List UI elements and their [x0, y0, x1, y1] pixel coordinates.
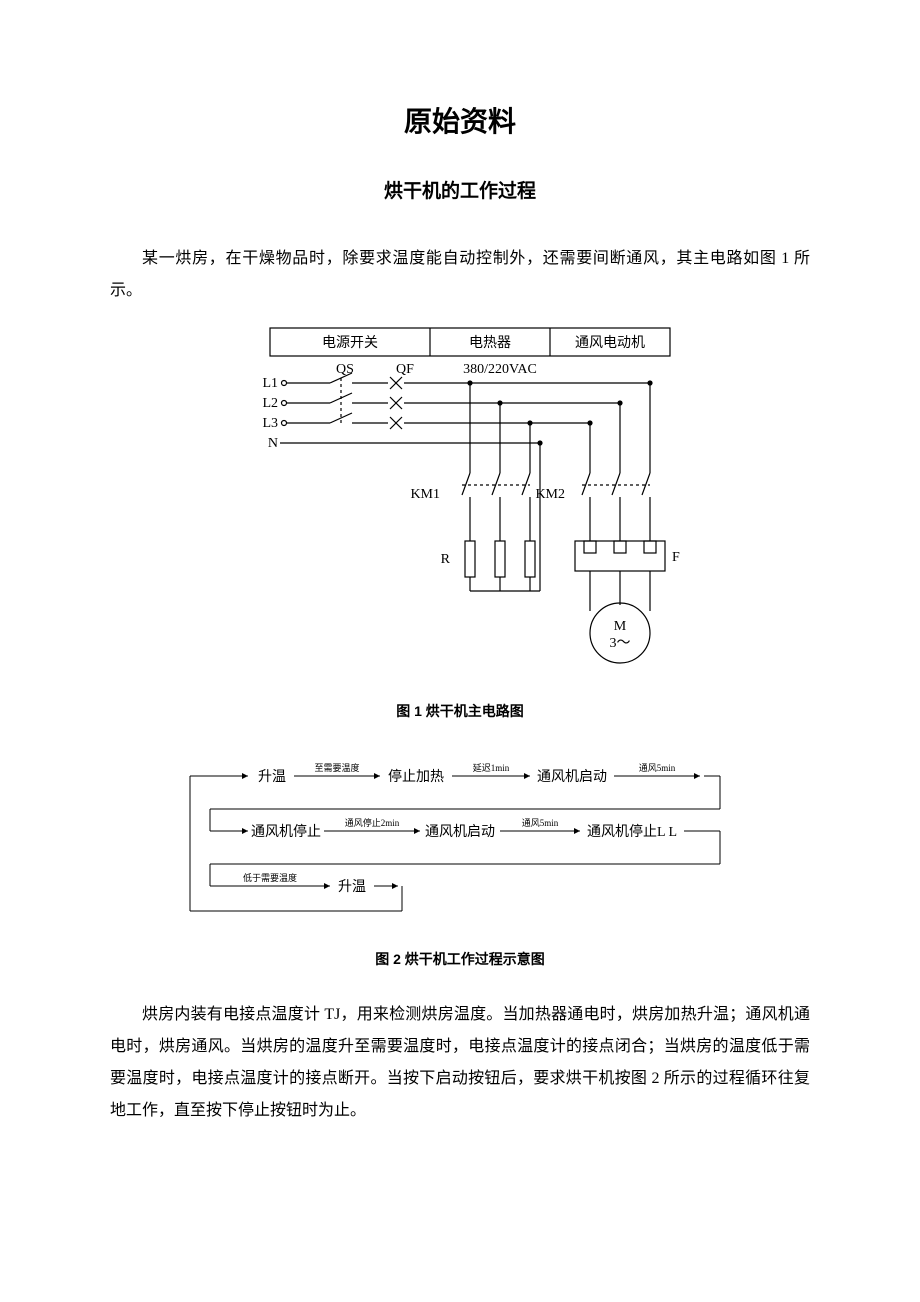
r2e2: 通风5min [522, 818, 559, 828]
lbl-voltage: 380/220VAC [463, 362, 537, 377]
r2n2: 通风机启动 [425, 824, 495, 840]
r2n1: 通风机停止 [251, 823, 321, 840]
figure-2-caption: 图 2 烘干机工作过程示意图 [110, 949, 810, 969]
flowchart-svg: 升温 至需要温度 停止加热 延迟1min 通风机启动 通风5min 通风机停止 … [160, 751, 760, 931]
lbl-n: N [268, 436, 278, 451]
lbl-l1: L1 [262, 376, 278, 391]
lbl-fr: FR [672, 550, 680, 565]
r2n3: 通风机停止L L [587, 823, 677, 840]
desc-paragraph: 烘房内装有电接点温度计 TJ，用来检测烘房温度。当加热器通电时，烘房加热升温；通… [110, 999, 810, 1127]
r1n2: 停止加热 [388, 768, 444, 785]
lbl-motor-3: 3～ [610, 636, 631, 651]
hdr-fan: 通风电动机 [575, 335, 645, 351]
r1e3: 通风5min [639, 763, 676, 773]
intro-paragraph: 某一烘房，在干燥物品时，除要求温度能自动控制外，还需要间断通风，其主电路如图 1… [110, 243, 810, 307]
figure-2-flowchart: 升温 至需要温度 停止加热 延迟1min 通风机启动 通风5min 通风机停止 … [110, 751, 810, 931]
lbl-km2: KM2 [535, 487, 565, 502]
hdr-power: 电源开关 [322, 335, 378, 351]
r1n1: 升温 [258, 769, 286, 785]
sub-title: 烘干机的工作过程 [110, 176, 810, 203]
lbl-qs: QS [336, 362, 354, 377]
figure-1-circuit: 电源开关 电热器 通风电动机 QS QF 380/220VAC L1 L2 L3… [110, 323, 810, 683]
lbl-qf: QF [396, 362, 414, 377]
r2e1: 通风停止2min [345, 817, 400, 828]
main-title: 原始资料 [110, 100, 810, 140]
r1e1: 至需要温度 [314, 762, 359, 773]
lbl-motor-m: M [614, 619, 627, 634]
r1e2: 延迟1min [473, 762, 510, 773]
lbl-km1: KM1 [410, 487, 440, 502]
r3n1: 升温 [338, 879, 366, 895]
document-page: 原始资料 烘干机的工作过程 某一烘房，在干燥物品时，除要求温度能自动控制外，还需… [0, 0, 920, 1203]
figure-1-caption: 图 1 烘干机主电路图 [110, 701, 810, 721]
r3e1: 低于需要温度 [243, 872, 297, 883]
circuit-svg: 电源开关 电热器 通风电动机 QS QF 380/220VAC L1 L2 L3… [240, 323, 680, 683]
lbl-l3: L3 [262, 416, 278, 431]
hdr-heater: 电热器 [469, 335, 511, 351]
lbl-l2: L2 [262, 396, 278, 411]
lbl-r: R [441, 552, 451, 567]
r1n3: 通风机启动 [537, 769, 607, 785]
